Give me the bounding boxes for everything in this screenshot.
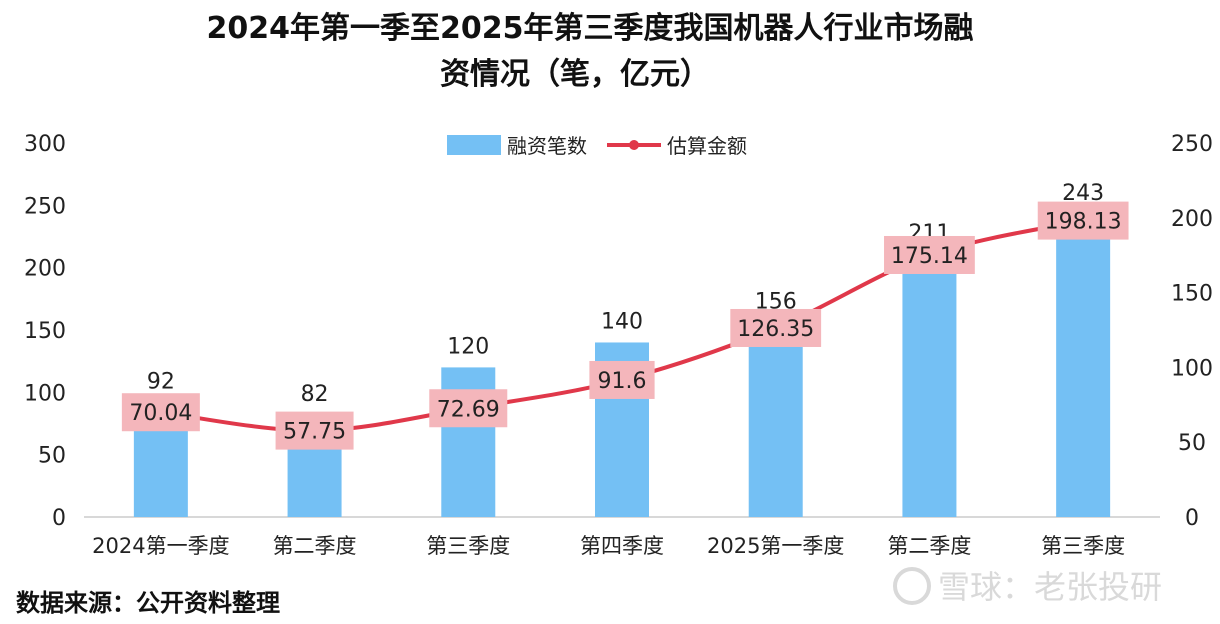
line-value-label: 70.04	[129, 401, 192, 426]
line-value-label: 126.35	[737, 317, 814, 342]
legend-line-label: 估算金额	[667, 134, 747, 158]
left-axis-tick-label: 0	[52, 506, 66, 531]
bar	[902, 253, 957, 517]
legend-line-marker	[629, 140, 639, 150]
category-label: 第三季度	[426, 534, 510, 558]
watermark-logo-icon	[893, 567, 931, 605]
legend: 融资笔数 估算金额	[447, 134, 747, 158]
right-axis-tick-label: 250	[1171, 132, 1213, 157]
line-value-label-box	[730, 308, 822, 347]
category-label: 2025第一季度	[707, 534, 844, 558]
bar-value-label: 82	[301, 382, 329, 407]
bar	[1056, 214, 1111, 517]
line-value-label-box	[275, 411, 354, 450]
bar-value-label: 120	[447, 334, 489, 359]
line-value-label-box	[121, 393, 200, 432]
bar-value-label: 140	[601, 309, 643, 334]
line-value-label: 72.69	[437, 397, 500, 422]
line-value-label-box	[589, 360, 655, 399]
right-axis-tick-label: 100	[1171, 356, 1213, 381]
category-label: 第二季度	[887, 534, 971, 558]
chart-title-line2: 资情况（笔，亿元）	[440, 57, 710, 92]
category-label: 第三季度	[1041, 534, 1125, 558]
line-value-label-box	[429, 389, 508, 428]
line-value-label: 198.13	[1045, 210, 1122, 235]
left-axis-tick-label: 50	[38, 444, 66, 469]
category-label: 第二季度	[273, 534, 357, 558]
left-axis-tick-label: 300	[24, 132, 66, 157]
chart-title-line1: 2024年第一季至2025年第三季度我国机器人行业市场融	[207, 11, 974, 46]
bar-value-label: 92	[147, 369, 175, 394]
legend-bar-label: 融资笔数	[507, 134, 587, 158]
left-axis-tick-label: 150	[24, 319, 66, 344]
right-axis-tick-label: 50	[1178, 431, 1206, 456]
line-value-label: 91.6	[598, 369, 647, 394]
left-axis-tick-label: 100	[24, 381, 66, 406]
left-axis-tick-label: 250	[24, 194, 66, 219]
line-value-label-box	[1037, 201, 1129, 240]
watermark-text: 雪球：老张投研	[938, 568, 1162, 606]
data-source: 数据来源：公开资料整理	[16, 589, 280, 617]
right-axis: 0 50 100 150 200 250	[1171, 132, 1213, 531]
line-value-label: 175.14	[891, 244, 968, 269]
left-axis-tick-label: 200	[24, 257, 66, 282]
bar	[748, 322, 803, 517]
category-label: 第四季度	[580, 534, 664, 558]
right-axis-tick-label: 150	[1171, 282, 1213, 307]
legend-bar-swatch	[447, 135, 501, 155]
category-labels: 2024第一季度 第二季度 第三季度 第四季度 2025第一季度 第二季度 第三季度	[92, 534, 1125, 558]
line-value-label: 57.75	[283, 420, 346, 445]
left-axis: 0 50 100 150 200 250 300	[24, 132, 66, 531]
line-value-label-box	[884, 235, 975, 274]
category-label: 2024第一季度	[92, 534, 229, 558]
right-axis-tick-label: 200	[1171, 207, 1213, 232]
line-value-labels: 70.04 57.75 72.69 91.6 126.35 175.14 198.13	[121, 201, 1129, 450]
watermark: 雪球：老张投研	[893, 567, 1162, 606]
right-axis-tick-label: 0	[1185, 506, 1199, 531]
